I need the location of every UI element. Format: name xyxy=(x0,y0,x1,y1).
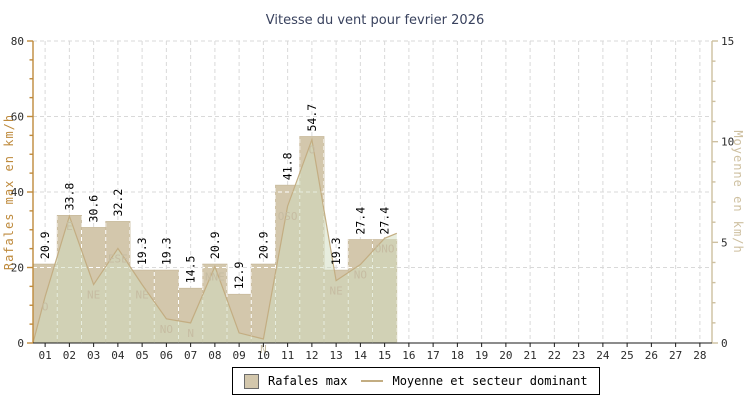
value-label-03: 30.6 xyxy=(87,195,101,223)
left-axis xyxy=(27,40,34,344)
direction-label-02: E xyxy=(66,220,73,233)
x-tick-label: 14 xyxy=(354,349,368,362)
direction-label-03: NE xyxy=(87,289,100,302)
x-tick-label: 23 xyxy=(572,349,585,362)
left-tick-label: 60 xyxy=(11,111,24,124)
x-tick-label: 11 xyxy=(281,349,294,362)
x-tick-label: 06 xyxy=(160,349,173,362)
direction-label-15: ONO xyxy=(375,242,395,255)
left-tick-label: 40 xyxy=(11,186,24,199)
left-tick-label: 20 xyxy=(11,262,24,275)
direction-label-07: N xyxy=(187,327,194,340)
value-label-13: 19.3 xyxy=(329,237,343,265)
direction-label-06: NO xyxy=(160,323,173,336)
right-axis xyxy=(711,40,718,344)
direction-label-04: ESE xyxy=(108,252,128,265)
x-tick-label: 01 xyxy=(39,349,52,362)
value-label-05: 19.3 xyxy=(135,237,149,265)
x-tick-label: 19 xyxy=(475,349,488,362)
value-label-07: 14.5 xyxy=(184,256,198,284)
x-tick-label: 09 xyxy=(233,349,246,362)
value-label-14: 27.4 xyxy=(353,207,367,235)
x-tick-label: 16 xyxy=(402,349,415,362)
x-axis xyxy=(33,342,712,347)
x-tick-label: 08 xyxy=(208,349,221,362)
x-tick-label: 05 xyxy=(136,349,149,362)
value-label-08: 20.9 xyxy=(208,231,222,259)
x-tick-label: 17 xyxy=(427,349,440,362)
right-tick-label: 5 xyxy=(721,236,728,249)
legend-bar-label: Rafales max xyxy=(268,374,348,388)
direction-label-11: OSO xyxy=(278,210,298,223)
direction-label-14: NO xyxy=(354,268,367,281)
x-tick-label: 10 xyxy=(257,349,270,362)
direction-labels: O E NE ESE NE NO N NNE N OSO O NE NO ONO xyxy=(42,144,395,356)
direction-label-01: O xyxy=(42,301,49,314)
x-tick-label: 22 xyxy=(548,349,561,362)
x-tick-label: 07 xyxy=(184,349,197,362)
x-tick-label: 12 xyxy=(305,349,318,362)
x-tick-label: 03 xyxy=(87,349,100,362)
value-label-09: 12.9 xyxy=(232,262,246,290)
value-label-15: 27.4 xyxy=(378,207,392,235)
direction-label-08: NNE xyxy=(205,270,225,283)
value-label-01: 20.9 xyxy=(38,231,52,259)
left-tick-label: 80 xyxy=(11,35,24,48)
right-tick-label: 0 xyxy=(721,337,728,350)
legend-line-label: Moyenne et secteur dominant xyxy=(392,374,588,388)
direction-label-13: NE xyxy=(330,285,343,298)
value-label-12: 54.7 xyxy=(305,104,319,132)
right-tick-label: 15 xyxy=(721,35,734,48)
x-tick-label: 24 xyxy=(596,349,610,362)
x-tick-label: 04 xyxy=(111,349,125,362)
chart-title: Vitesse du vent pour fevrier 2026 xyxy=(265,13,485,28)
x-tick-label: 13 xyxy=(330,349,343,362)
gridlines xyxy=(33,40,712,343)
value-label-02: 33.8 xyxy=(62,183,76,211)
legend: Rafales max Moyenne et secteur dominant xyxy=(232,367,600,395)
left-tick-label: 0 xyxy=(17,337,24,350)
x-tick-label: 25 xyxy=(621,349,634,362)
x-tick-label: 27 xyxy=(669,349,682,362)
x-tick-label: 15 xyxy=(378,349,391,362)
value-label-04: 32.2 xyxy=(111,189,125,217)
x-tick-label: 28 xyxy=(693,349,706,362)
value-label-10: 20.9 xyxy=(256,231,270,259)
moyenne-area xyxy=(33,139,397,343)
direction-label-10: N xyxy=(260,343,267,356)
moyenne-line xyxy=(32,137,398,344)
line-swatch-icon xyxy=(361,380,384,382)
bar-swatch-icon xyxy=(244,373,259,389)
direction-label-05: NE xyxy=(136,289,149,302)
right-tick-label: 10 xyxy=(721,136,734,149)
x-tick-label: 26 xyxy=(645,349,658,362)
x-tick-label: 02 xyxy=(63,349,76,362)
x-tick-label: 21 xyxy=(524,349,537,362)
value-labels: 20.9 33.8 30.6 32.2 19.3 19.3 14.5 20.9 12.9 20.9… xyxy=(38,104,392,290)
value-label-06: 19.3 xyxy=(159,237,173,265)
x-tick-label: 18 xyxy=(451,349,464,362)
value-label-11: 41.8 xyxy=(281,152,295,180)
direction-label-12: O xyxy=(309,144,316,157)
x-tick-label: 20 xyxy=(499,349,512,362)
